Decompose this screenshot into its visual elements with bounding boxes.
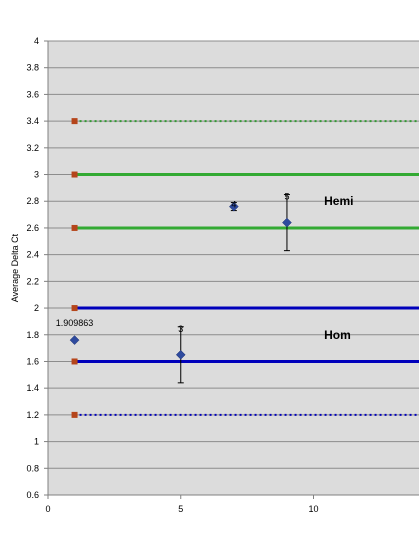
y-tick-label: 2.6 [26, 223, 39, 233]
reference-marker [71, 171, 78, 178]
y-tick-label: 2.2 [26, 276, 39, 286]
point-labels: 1.909863 3 4 5 [56, 192, 290, 334]
y-tick-label: 2 [34, 303, 39, 313]
y-tick-label: 0.6 [26, 490, 39, 500]
y-tick-label: 3.4 [26, 116, 39, 126]
y-tick-label: 3 [34, 170, 39, 180]
y-tick-label: 1.4 [26, 383, 39, 393]
reference-marker [71, 411, 78, 418]
point-label: 1.909863 [56, 318, 94, 328]
group-labels: Hemi Hom [324, 194, 353, 342]
y-tick-label: 3.2 [26, 143, 39, 153]
y-tick-label: 3.8 [26, 63, 39, 73]
point-label: 5 [284, 192, 289, 202]
x-tick-label: 5 [178, 504, 183, 514]
group-label: Hemi [324, 194, 353, 208]
reference-marker [71, 224, 78, 231]
data-point [175, 349, 186, 360]
y-tick-label: 1.2 [26, 410, 39, 420]
plot-area [48, 41, 419, 495]
reference-lines [71, 118, 419, 418]
y-axis-label: Average Delta Ct [10, 233, 20, 302]
y-tick-label: 1.8 [26, 330, 39, 340]
reference-marker [71, 358, 78, 365]
point-label: 3 [178, 324, 183, 334]
y-tick-label: 1.6 [26, 356, 39, 366]
y-tick-label: 2.8 [26, 196, 39, 206]
y-tick-labels: 4 3.8 3.6 3.4 3.2 3 2.8 2.6 2.4 2.2 2 1.8 1.6 1.4 1.2 1… [26, 36, 48, 500]
y-tick-label: 4 [34, 36, 39, 46]
data-point [282, 217, 292, 228]
data-point [228, 201, 239, 212]
y-tick-label: 0.8 [26, 463, 39, 473]
group-label: Hom [324, 328, 351, 342]
x-tick-label: 0 [45, 504, 50, 514]
y-tick-label: 1 [34, 437, 39, 447]
y-tick-label: 3.6 [26, 89, 39, 99]
data-points [69, 201, 292, 360]
x-tick-labels: 0 5 10 [45, 495, 319, 514]
data-point [69, 335, 80, 345]
reference-marker [71, 305, 78, 312]
point-label: 4 [231, 200, 236, 210]
y-tick-label: 2.4 [26, 250, 39, 260]
reference-marker [71, 118, 78, 125]
x-tick-label: 10 [308, 504, 318, 514]
